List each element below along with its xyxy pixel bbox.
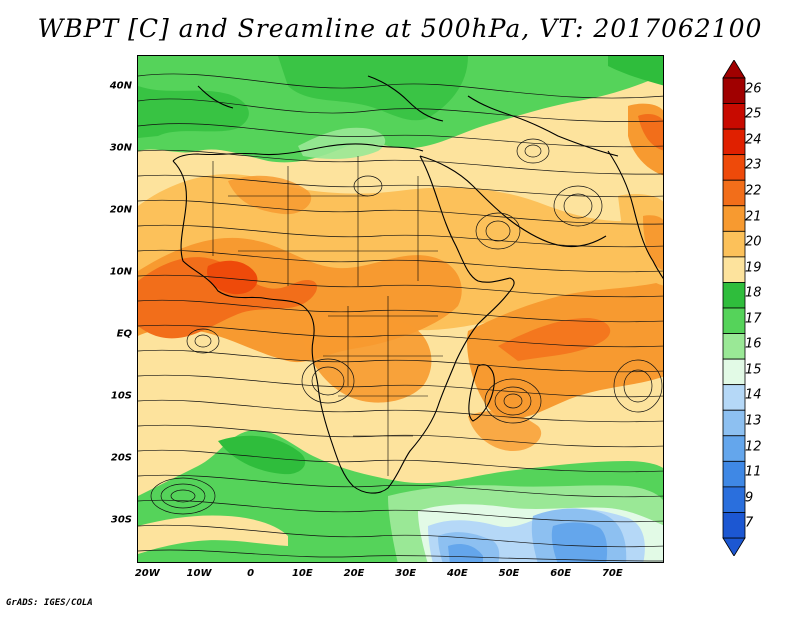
colorbar-top-triangle — [722, 60, 746, 79]
lon-tick-label: 20E — [343, 568, 365, 579]
colorbar-level-label: 22 — [745, 183, 762, 199]
lon-tick-label: 30E — [395, 568, 417, 579]
field-north-light — [298, 127, 386, 159]
streamlines — [138, 73, 663, 562]
lon-tick-label: 10E — [291, 568, 313, 579]
colorbar-level-label: 14 — [745, 387, 762, 403]
colorbar-level-label: 11 — [745, 464, 762, 480]
lon-tick-label: 0 — [247, 568, 255, 579]
colorbar-level-label: 17 — [745, 311, 762, 327]
field-orange-east-strip — [498, 318, 611, 361]
coastlines — [172, 75, 663, 494]
colorbar-level-label: 20 — [745, 234, 762, 250]
lat-tick-label: 10S — [110, 390, 132, 402]
colorbar-level-label: 16 — [745, 336, 762, 352]
colorbar-level-label: 26 — [745, 81, 762, 97]
colorbar-level-label: 15 — [745, 362, 762, 378]
colorbar-swatch — [722, 77, 746, 104]
lat-tick-label: 20S — [110, 452, 132, 464]
colorbar-swatch — [722, 333, 746, 360]
colorbar-swatch — [722, 205, 746, 232]
field-south-blue-5 — [551, 522, 608, 562]
colorbar-bottom-triangle — [722, 537, 746, 556]
lon-tick-label: 60E — [550, 568, 572, 579]
colorbar-level-label: 9 — [745, 490, 754, 506]
colorbar-swatch — [722, 435, 746, 462]
colorbar-level-label: 12 — [745, 439, 762, 455]
field-orange-west — [138, 257, 318, 339]
field-orange-sahel — [228, 175, 312, 215]
colorbar-swatch — [722, 230, 746, 258]
wbpt-field-map — [138, 56, 663, 562]
colorbar-swatch — [722, 486, 746, 513]
lon-tick-label: 40E — [446, 568, 468, 579]
colorbar-swatch — [722, 282, 746, 309]
colorbar-swatch — [722, 460, 746, 488]
lat-tick-label: 30S — [110, 514, 132, 526]
colorbar-swatch — [722, 358, 746, 386]
colorbar-level-label: 19 — [745, 260, 762, 276]
colorbar-level-label: 7 — [745, 515, 754, 531]
colorbar-swatch — [722, 179, 746, 207]
lon-tick-label: 10W — [186, 568, 212, 579]
lat-tick-label: EQ — [116, 328, 132, 340]
colorbar-level-label: 13 — [745, 413, 762, 429]
credit-text: GrADS: IGES/COLA — [6, 598, 93, 608]
colorbar-swatch — [722, 307, 746, 334]
field-south-green-dark — [218, 435, 306, 475]
field-east-orange — [643, 215, 663, 271]
field-red-hotspot — [207, 260, 258, 295]
country-borders — [212, 156, 443, 476]
field-ne-green — [608, 56, 663, 86]
colorbar-level-label: 18 — [745, 285, 762, 301]
lat-tick-label: 30N — [109, 142, 132, 154]
colorbar-swatch — [722, 154, 746, 181]
colorbar-level-label: 21 — [745, 209, 762, 225]
field-south-blue-4 — [448, 544, 483, 562]
lat-tick-label: 20N — [109, 204, 132, 216]
colorbar-level-label: 23 — [745, 157, 762, 173]
map-panel — [137, 55, 664, 563]
lon-tick-label: 50E — [498, 568, 520, 579]
lat-tick-label: 40N — [109, 80, 132, 92]
colorbar-swatch — [722, 256, 746, 283]
lat-tick-label: 10N — [109, 266, 132, 278]
colorbar-swatch — [722, 384, 746, 411]
field-orange-south-east — [468, 410, 542, 451]
field-orange-central — [298, 310, 432, 403]
map-title: WBPT [C] and Sreamline at 500hPa, VT: 20… — [37, 14, 763, 43]
field-north-green-east — [278, 56, 468, 121]
colorbar-swatch — [722, 128, 746, 156]
colorbar-level-label: 25 — [745, 106, 762, 122]
colorbar-swatch — [722, 103, 746, 130]
colorbar-swatch — [722, 512, 746, 539]
lon-tick-label: 70E — [601, 568, 623, 579]
lon-tick-label: 20W — [134, 568, 160, 579]
field-ne-hot — [638, 114, 663, 151]
colorbar-level-label: 24 — [745, 132, 762, 148]
colorbar-swatch — [722, 409, 746, 437]
colorbar — [722, 60, 746, 556]
